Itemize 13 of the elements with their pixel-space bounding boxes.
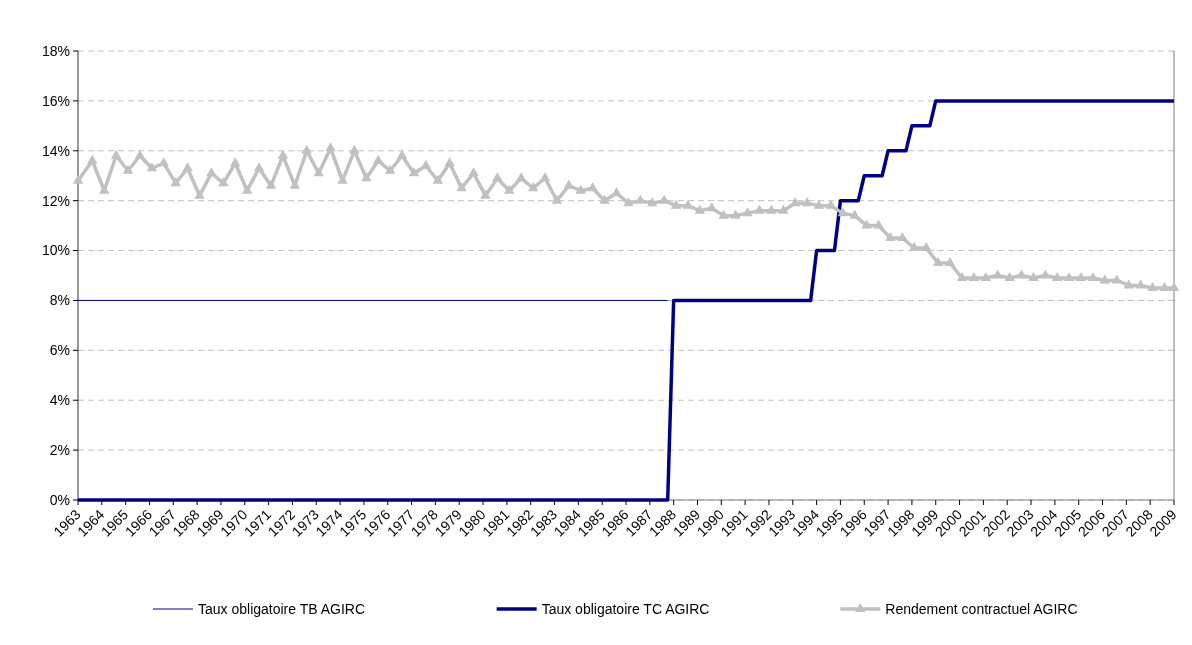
y-tick-label: 14% — [41, 142, 70, 159]
y-tick-label: 4% — [49, 392, 70, 409]
y-tick-label: 16% — [41, 92, 70, 109]
legend-label: Taux obligatoire TC AGIRC — [541, 600, 710, 617]
y-tick-label: 6% — [49, 342, 70, 359]
y-tick-label: 10% — [41, 242, 70, 259]
y-tick-label: 18% — [41, 42, 70, 59]
legend-label: Taux obligatoire TB AGIRC — [198, 600, 366, 617]
y-tick-label: 12% — [41, 192, 70, 209]
y-tick-label: 2% — [49, 442, 70, 459]
y-tick-label: 8% — [49, 292, 70, 309]
y-tick-label: 0% — [49, 491, 70, 508]
legend-label: Rendement contractuel AGIRC — [885, 600, 1078, 617]
